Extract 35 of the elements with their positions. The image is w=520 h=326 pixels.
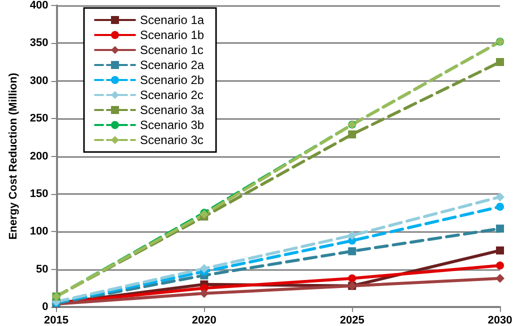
legend-label: Scenario 2a bbox=[140, 58, 204, 72]
legend-label: Scenario 2c bbox=[140, 88, 204, 102]
point bbox=[496, 224, 504, 233]
legend-label: Scenario 3a bbox=[140, 103, 204, 117]
point bbox=[496, 58, 504, 66]
y-tick-label: 100 bbox=[30, 226, 48, 238]
x-tick-label: 2020 bbox=[192, 314, 216, 326]
y-tick-label: 350 bbox=[30, 37, 48, 50]
point bbox=[348, 247, 356, 256]
y-tick-label: 400 bbox=[30, 0, 48, 12]
x-tick-label: 2025 bbox=[340, 314, 364, 326]
legend-label: Scenario 3b bbox=[140, 118, 204, 132]
legend-label: Scenario 3c bbox=[140, 133, 204, 147]
legend-label: Scenario 1b bbox=[140, 28, 204, 42]
point bbox=[496, 262, 504, 270]
y-tick-label: 150 bbox=[30, 188, 48, 200]
legend-label: Scenario 2b bbox=[140, 73, 204, 87]
x-tick-label: 2030 bbox=[488, 314, 512, 326]
point bbox=[496, 274, 504, 283]
point bbox=[496, 202, 504, 211]
point bbox=[348, 274, 356, 282]
y-tick-label: 250 bbox=[30, 112, 48, 125]
y-tick-label: 50 bbox=[36, 263, 48, 276]
point bbox=[348, 230, 357, 240]
legend-label: Scenario 1a bbox=[140, 13, 204, 27]
y-tick-label: 200 bbox=[30, 150, 48, 162]
point bbox=[200, 264, 209, 274]
legend-label: Scenario 1c bbox=[140, 43, 204, 57]
point bbox=[496, 192, 504, 202]
point bbox=[348, 130, 356, 138]
y-axis-title: Energy Cost Reduction (Million) bbox=[8, 72, 20, 240]
y-tick-label: 0 bbox=[42, 301, 48, 313]
y-tick-label: 300 bbox=[30, 74, 48, 87]
x-tick-label: 2015 bbox=[44, 314, 68, 326]
point bbox=[496, 246, 504, 254]
